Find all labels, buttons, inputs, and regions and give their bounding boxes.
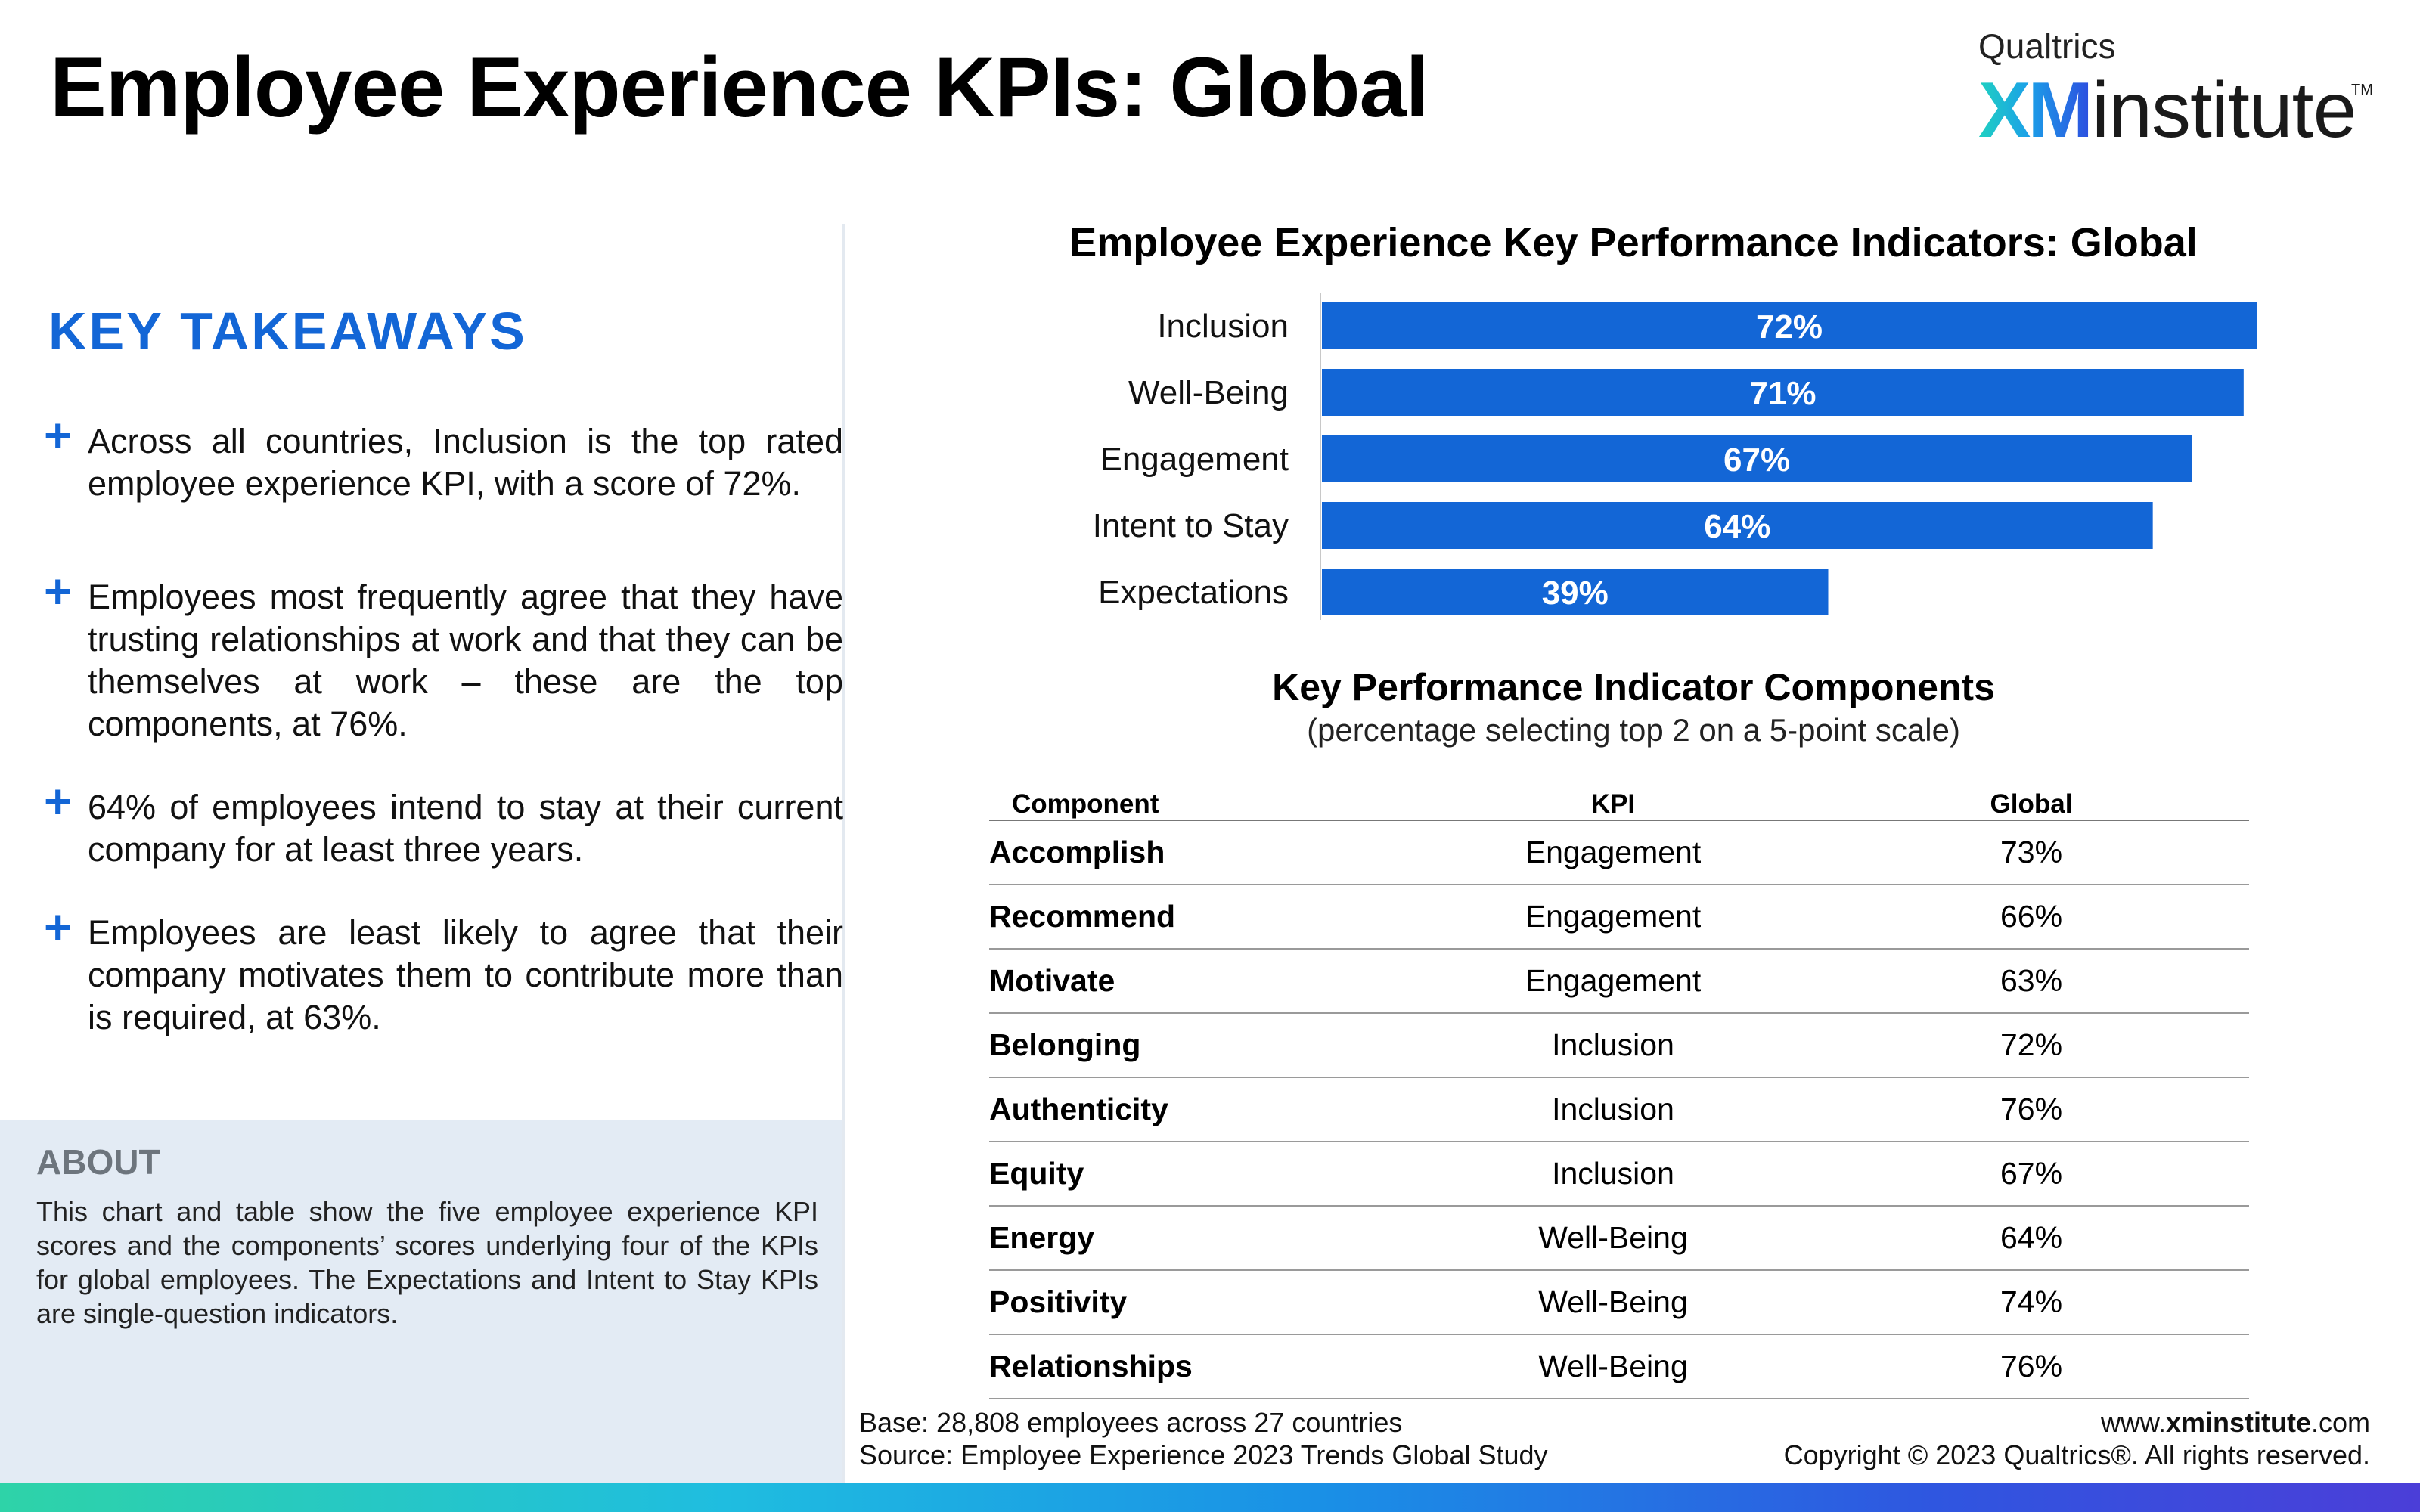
category-label: Engagement [1100,441,1289,478]
bar [1322,569,1829,615]
component-cell: Authenticity [989,1077,1413,1142]
kpi-cell: Well-Being [1413,1270,1813,1335]
key-takeaways-heading: KEY TAKEAWAYS [48,302,527,361]
kpi-cell: Engagement [1413,820,1813,885]
chart-title: Employee Experience Key Performance Indi… [1069,220,2198,265]
kpi-cell: Engagement [1413,949,1813,1014]
table-row: Positivity Well-Being 74% [989,1270,2249,1335]
plus-icon: + [44,774,73,829]
plus-icon: + [44,900,73,954]
global-cell: 63% [1813,949,2249,1014]
table-row: Motivate Engagement 63% [989,949,2249,1014]
component-cell: Recommend [989,885,1413,950]
page-title: Employee Experience KPIs: Global [50,40,1429,135]
about-panel [0,1120,842,1483]
kpi-cell: Well-Being [1413,1206,1813,1271]
category-label: Expectations [1098,574,1289,611]
table-header-row: Component KPI Global [989,785,2249,821]
data-label: 71% [1749,375,1816,412]
data-label: 72% [1756,308,1823,345]
table-row: Equity Inclusion 67% [989,1142,2249,1207]
takeaway-text: Employees are least likely to agree that… [88,913,843,1036]
kpi-bar-chart: Inclusion 72% Well-Being 71% Engagement 67% In… [1093,293,2257,620]
table-row: Relationships Well-Being 76% [989,1334,2249,1399]
kpi-cell: Inclusion [1413,1013,1813,1078]
footer-copyright: www.xminstitute.com Copyright © 2023 Qua… [1784,1406,2370,1471]
column-header-component: Component [989,785,1413,821]
logo-institute-text: institute [2092,67,2356,154]
global-cell: 66% [1813,885,2249,950]
table-row: Accomplish Engagement 73% [989,820,2249,885]
takeaway-text: Employees most frequently agree that the… [88,578,843,743]
kpi-components-table: Component KPI Global Accomplish Engagemen… [989,785,2249,1399]
component-cell: Belonging [989,1013,1413,1078]
global-cell: 76% [1813,1334,2249,1399]
plus-icon: + [44,408,73,463]
takeaway-text: Across all countries, Inclusion is the t… [88,422,843,503]
component-cell: Motivate [989,949,1413,1014]
plus-icon: + [44,564,73,618]
footer-source: Base: 28,808 employees across 27 countri… [859,1406,1548,1471]
global-cell: 72% [1813,1013,2249,1078]
global-cell: 67% [1813,1142,2249,1207]
about-text: This chart and table show the five emplo… [36,1196,818,1329]
component-cell: Relationships [989,1334,1413,1399]
global-cell: 73% [1813,820,2249,885]
website-prefix: www. [2100,1407,2166,1438]
website-name: xminstitute [2165,1407,2311,1438]
kpi-cell: Well-Being [1413,1334,1813,1399]
table-row: Recommend Engagement 66% [989,885,2249,950]
column-header-kpi: KPI [1413,785,1813,821]
global-cell: 74% [1813,1270,2249,1335]
table-row: Authenticity Inclusion 76% [989,1077,2249,1142]
bar [1322,502,2153,549]
vertical-divider [842,224,845,1486]
data-label: 39% [1542,575,1609,612]
about-heading: ABOUT [36,1142,160,1182]
takeaway-text: 64% of employees intend to stay at their… [88,788,843,869]
footer-base-text: Base: 28,808 employees across 27 countri… [859,1407,1403,1438]
bar [1322,369,2244,416]
component-cell: Energy [989,1206,1413,1271]
table-title: Key Performance Indicator Components [1272,666,1995,708]
logo-brand-text: Qualtrics [1978,26,2116,66]
component-cell: Equity [989,1142,1413,1207]
data-label: 67% [1723,442,1790,479]
kpi-cell: Inclusion [1413,1077,1813,1142]
category-label: Well-Being [1128,374,1289,411]
copyright-text: Copyright © 2023 Qualtrics®. All rights … [1783,1439,2370,1470]
table-row: Energy Well-Being 64% [989,1206,2249,1271]
component-cell: Positivity [989,1270,1413,1335]
kpi-cell: Engagement [1413,885,1813,950]
table-subtitle: (percentage selecting top 2 on a 5-point… [1307,712,1960,748]
logo-xm-text: XM [1978,67,2093,154]
bar [1322,435,2192,482]
table-row: Belonging Inclusion 72% [989,1013,2249,1078]
category-label: Intent to Stay [1093,507,1289,544]
global-cell: 76% [1813,1077,2249,1142]
global-cell: 64% [1813,1206,2249,1271]
component-cell: Accomplish [989,820,1413,885]
website-suffix: .com [2310,1407,2370,1438]
bottom-gradient-bar [0,1483,2420,1512]
data-label: 64% [1704,508,1770,545]
xm-institute-logo: Qualtrics XM institute TM [1978,26,2373,154]
category-label: Inclusion [1157,308,1289,345]
logo-tm-text: TM [2351,82,2373,98]
column-header-global: Global [1813,785,2249,821]
bar [1322,302,2257,349]
kpi-cell: Inclusion [1413,1142,1813,1207]
website-link[interactable]: www.xminstitute.com [1784,1406,2370,1439]
footer-source-text: Source: Employee Experience 2023 Trends … [859,1439,1548,1470]
